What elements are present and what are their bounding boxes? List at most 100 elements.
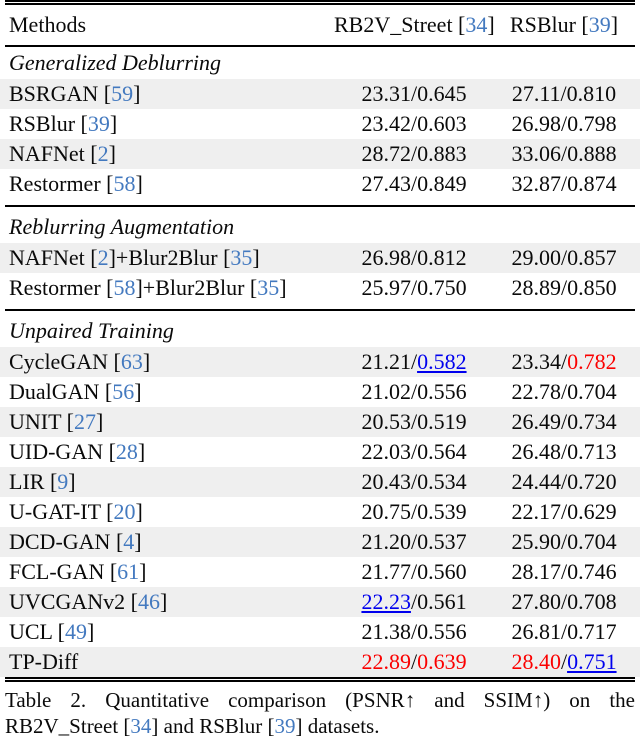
method-name: UID-GAN [28] [9,439,146,464]
method-name: U-GAT-IT [20] [9,499,143,524]
psnr-value: 22.23 [361,589,411,614]
psnr-value: 20.53 [361,409,411,434]
rb2v-street-values: 21.38/0.556 [361,619,467,644]
citation-link[interactable]: 61 [117,559,140,584]
method-name: NAFNet [2] [9,141,116,166]
citation-link[interactable]: 35 [257,275,280,300]
ssim-value: 0.746 [567,559,617,584]
ssim-value: 0.561 [417,589,467,614]
citation-link[interactable]: 2 [97,141,109,166]
method-name: LIR [9] [9,469,76,494]
psnr-value: 21.20 [361,529,411,554]
citation-link[interactable]: 56 [112,379,135,404]
table-row: RSBlur [39] 23.42/0.603 26.98/0.798 [0,109,640,139]
psnr-value: 21.38 [361,619,411,644]
citation-link[interactable]: 59 [111,81,134,106]
rsblur-values: 23.34/0.782 [511,349,617,374]
ssim-value: 0.603 [417,111,467,136]
psnr-value: 20.43 [361,469,411,494]
table-caption: Table 2. Quantitative comparison (PSNR↑ … [5,688,635,738]
method-name: Restormer [58]+Blur2Blur [35] [9,275,287,300]
psnr-value: 33.06 [511,141,561,166]
method-name: FCL-GAN [61] [9,559,147,584]
method-name: NAFNet [2]+Blur2Blur [35] [9,245,260,270]
rsblur-values: 26.81/0.717 [511,619,617,644]
rsblur-values: 29.00/0.857 [511,245,617,270]
psnr-value: 28.40 [511,649,561,674]
psnr-value: 25.90 [511,529,561,554]
citation-link[interactable]: 9 [57,469,69,494]
psnr-value: 26.48 [511,439,561,464]
rb2v-street-values: 26.98/0.812 [361,245,467,270]
section-divider-rule [5,309,635,311]
ssim-value: 0.534 [417,469,467,494]
table-row: BSRGAN [59] 23.31/0.645 27.11/0.810 [0,79,640,109]
ssim-value: 0.519 [417,409,467,434]
psnr-value: 27.80 [511,589,561,614]
table-row: DualGAN [56] 21.02/0.556 22.78/0.704 [0,377,640,407]
ssim-value: 0.874 [567,171,617,196]
method-name: BSRGAN [59] [9,81,141,106]
psnr-value: 26.98 [361,245,411,270]
ssim-value: 0.713 [567,439,617,464]
method-name: DCD-GAN [4] [9,529,142,554]
citation-link[interactable]: 46 [137,589,160,614]
citation-link[interactable]: 27 [73,409,96,434]
citation-link[interactable]: 20 [113,499,136,524]
rsblur-values: 22.17/0.629 [511,499,617,524]
ssim-value: 0.750 [417,275,467,300]
psnr-value: 26.98 [511,111,561,136]
method-name: RSBlur [39] [9,111,118,136]
table-row: LIR [9] 20.43/0.534 24.44/0.720 [0,467,640,497]
rsblur-values: 24.44/0.720 [511,469,617,494]
method-name: CycleGAN [63] [9,349,151,374]
citation-link[interactable]: 58 [113,275,136,300]
method-name: TP-Diff [9,649,79,674]
rsblur-values: 28.40/0.751 [511,649,617,674]
psnr-value: 22.17 [511,499,561,524]
rsblur-values: 28.17/0.746 [511,559,617,584]
rsblur-values: 27.11/0.810 [511,81,617,106]
rb2v-street-values: 27.43/0.849 [361,171,467,196]
ssim-value: 0.798 [567,111,617,136]
citation-link[interactable]: 39 [588,12,611,37]
citation-link[interactable]: 63 [120,349,143,374]
ssim-value: 0.645 [417,81,467,106]
method-name: UVCGANv2 [46] [9,589,168,614]
ssim-value: 0.812 [417,245,467,270]
ssim-value: 0.629 [567,499,617,524]
psnr-value: 23.42 [361,111,411,136]
ssim-value: 0.857 [567,245,617,270]
ssim-value: 0.539 [417,499,467,524]
psnr-value: 23.34 [511,349,561,374]
table-row: FCL-GAN [61] 21.77/0.560 28.17/0.746 [0,557,640,587]
ssim-value: 0.810 [566,81,617,106]
psnr-value: 21.77 [361,559,411,584]
citation-link[interactable]: 34 [130,714,152,738]
rb2v-street-values: 28.72/0.883 [361,141,467,166]
ssim-value: 0.704 [567,529,617,554]
method-name: Restormer [58] [9,171,143,196]
citation-link[interactable]: 49 [65,619,88,644]
section-heading: Reblurring Augmentation [9,214,235,239]
header-dataset-rsblur: RSBlur [39] [509,12,619,37]
citation-link[interactable]: 35 [230,245,253,270]
method-name: UCL [49] [9,619,95,644]
ssim-value: 0.734 [567,409,617,434]
citation-link[interactable]: 4 [123,529,135,554]
header-dataset-rb2v-street: RB2V_Street [34] [334,12,495,37]
ssim-value: 0.849 [417,171,467,196]
rsblur-values: 26.48/0.713 [511,439,617,464]
citation-link[interactable]: 58 [113,171,136,196]
citation-link[interactable]: 34 [465,12,488,37]
ssim-value: 0.782 [567,349,617,374]
citation-link[interactable]: 2 [97,245,109,270]
table-row: U-GAT-IT [20] 20.75/0.539 22.17/0.629 [0,497,640,527]
psnr-value: 26.81 [511,619,561,644]
psnr-value: 22.03 [361,439,411,464]
psnr-value: 29.00 [511,245,561,270]
citation-link[interactable]: 28 [115,439,138,464]
citation-link[interactable]: 39 [87,111,110,136]
citation-link[interactable]: 39 [274,714,296,738]
table-row: UNIT [27] 20.53/0.519 26.49/0.734 [0,407,640,437]
